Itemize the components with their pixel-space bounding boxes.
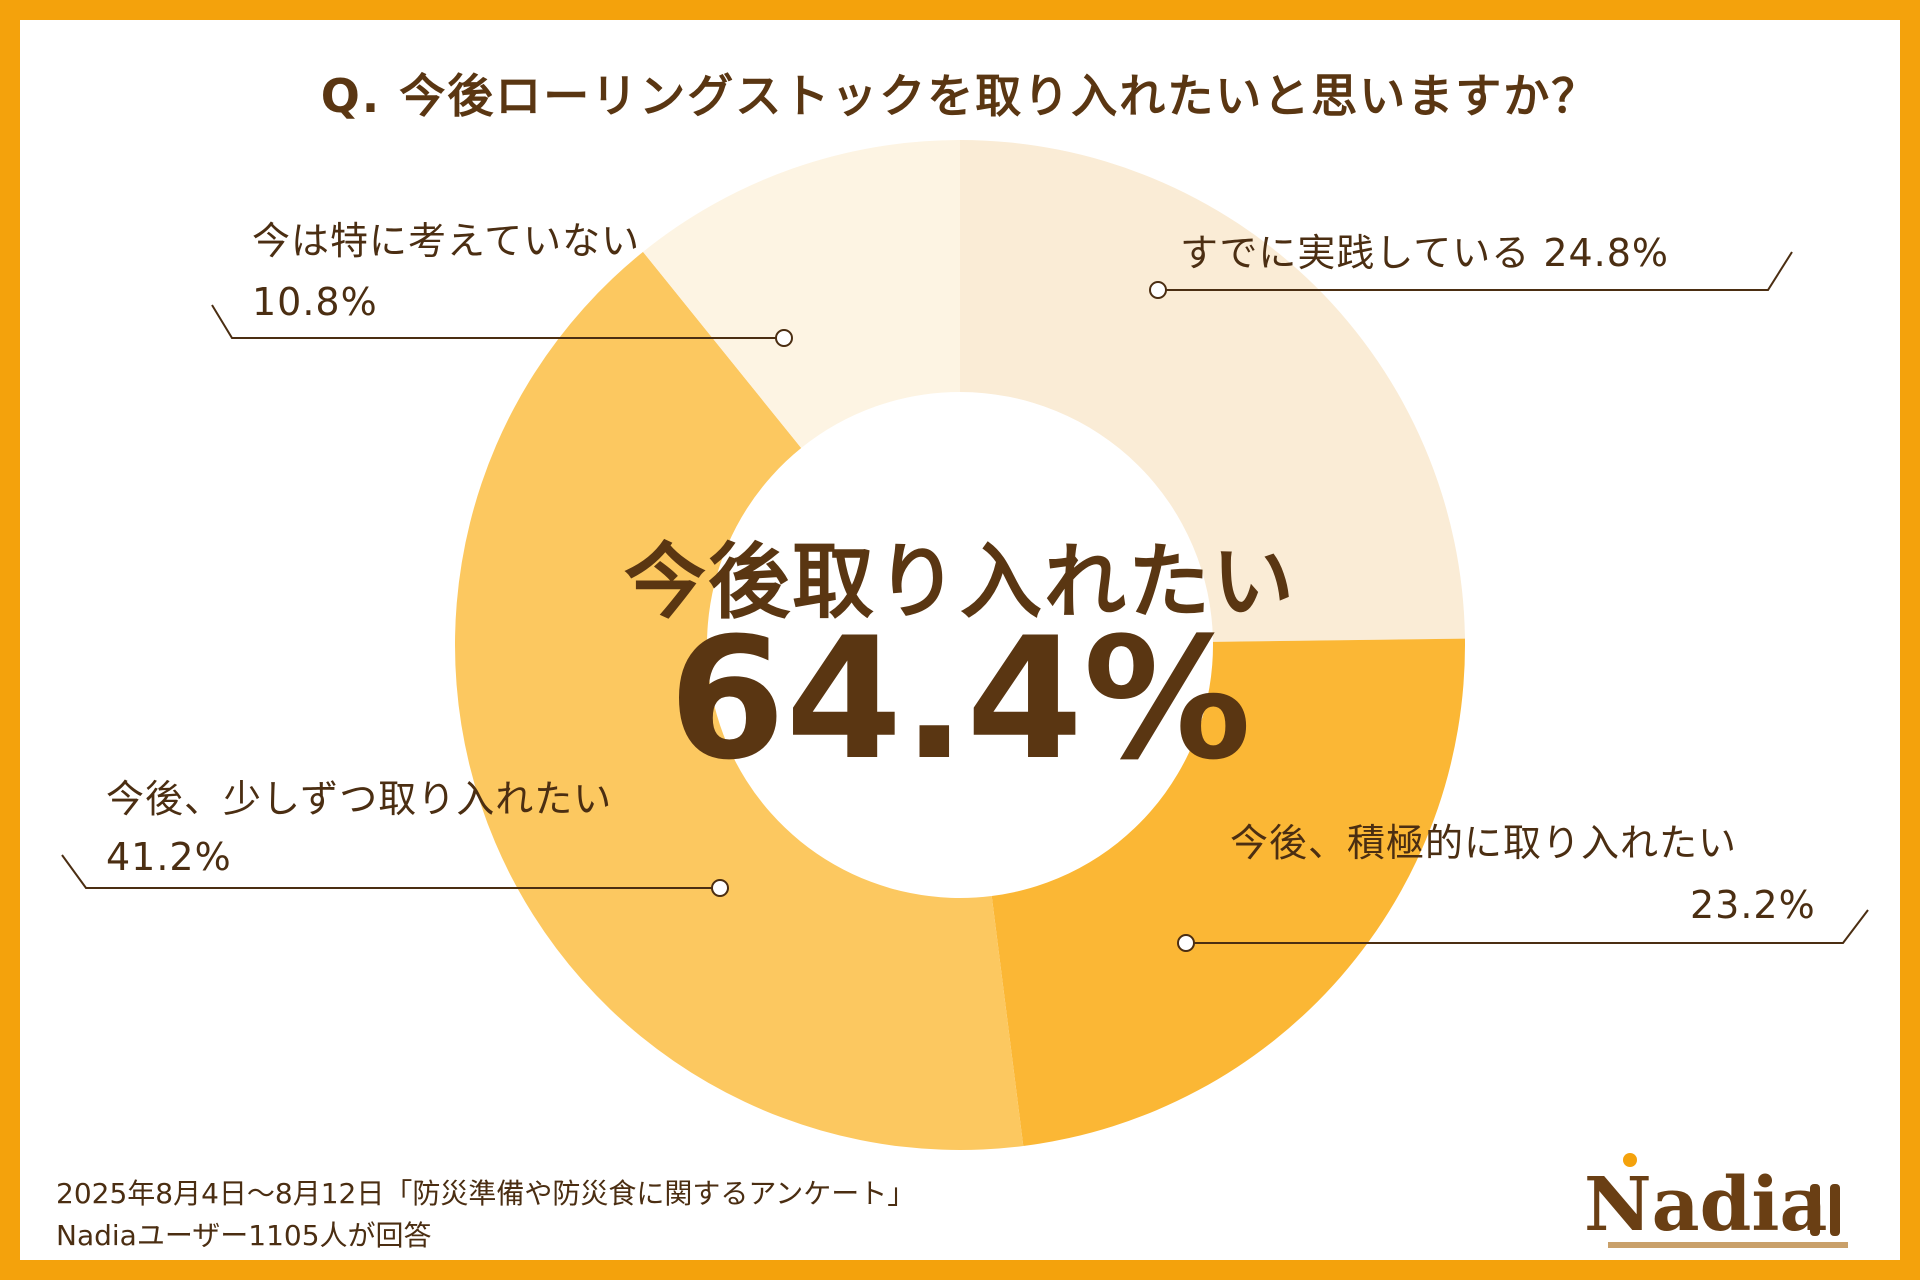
leader-gradual (61, 854, 720, 889)
slice-gradual (455, 251, 1024, 1151)
leader-active-dot (1177, 934, 1195, 952)
slice-practicing (960, 140, 1465, 642)
logo-mark (1608, 1153, 1848, 1248)
footer-survey-period: 2025年8月4日～8月12日「防災準備や防災食に関するアンケート」 (56, 1177, 916, 1210)
slice-none (643, 140, 960, 449)
nadia-logo: Nadia (1584, 1153, 1848, 1248)
label-none: 今は特に考えていない (252, 219, 641, 263)
slice-active (991, 638, 1465, 1147)
leader-lines (61, 251, 1869, 952)
leader-practicing-dot (1149, 281, 1167, 299)
label-active: 今後、積極的に取り入れたい (1230, 821, 1738, 865)
logo-text: Nadia (1584, 1162, 1828, 1248)
label-gradual-value: 41.2% (106, 835, 232, 879)
label-practicing: すでに実践している 24.8% (1180, 231, 1670, 275)
footer-respondents: Nadiaユーザー1105人が回答 (56, 1219, 432, 1252)
leader-gradual-dot (711, 879, 729, 897)
center-label: 今後取り入れたい (623, 535, 1296, 630)
label-none-value: 10.8% (252, 280, 378, 324)
center-value: 64.4% (668, 601, 1252, 797)
chart-title: Q. 今後ローリングストックを取り入れたいと思いますか？ (320, 69, 1600, 123)
label-gradual: 今後、少しずつ取り入れたい (106, 777, 613, 821)
leader-practicing (1158, 251, 1793, 291)
leader-active (1186, 909, 1869, 944)
label-active-value: 23.2% (1690, 883, 1816, 927)
donut-slices (455, 140, 1465, 1151)
leader-none-dot (775, 329, 793, 347)
leader-none (211, 304, 784, 339)
